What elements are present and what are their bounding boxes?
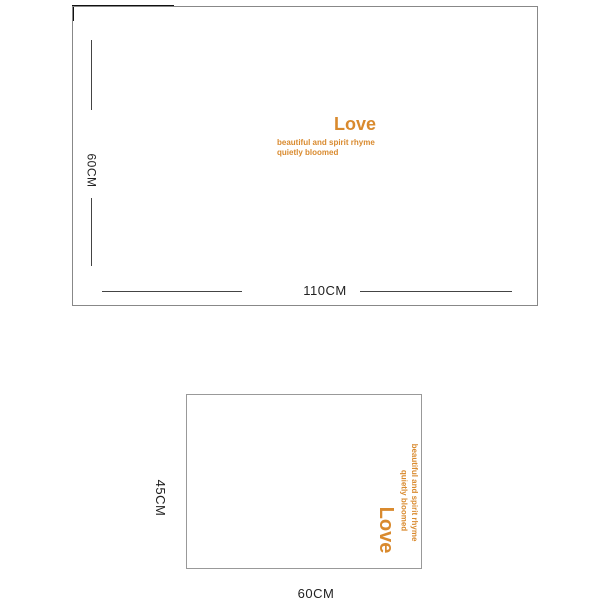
sheet-love-title: Love <box>375 506 397 554</box>
width-arrow-line <box>360 291 512 292</box>
height-label: 60CM <box>84 153 99 188</box>
love-title: Love <box>334 114 377 134</box>
sheet-subtitle-line-1: beautiful and spirit rhyme <box>409 443 419 541</box>
sticker-sheet <box>186 394 422 569</box>
height-arrow-line <box>91 40 92 110</box>
sheet-width-label: 60CM <box>297 586 335 601</box>
width-arrow-line <box>102 291 242 292</box>
height-arrow-line <box>91 198 92 266</box>
subtitle-line-1: beautiful and spirit rhyme <box>277 138 375 147</box>
subtitle-line-2: quietly bloomed <box>277 148 339 157</box>
installed-preview-frame <box>72 6 538 306</box>
width-label: 110CM <box>303 283 347 298</box>
sheet-height-label: 45CM <box>153 479 168 517</box>
frame-corner-mark <box>72 5 74 21</box>
sheet-subtitle-line-2: quietly bloomed <box>399 469 409 531</box>
